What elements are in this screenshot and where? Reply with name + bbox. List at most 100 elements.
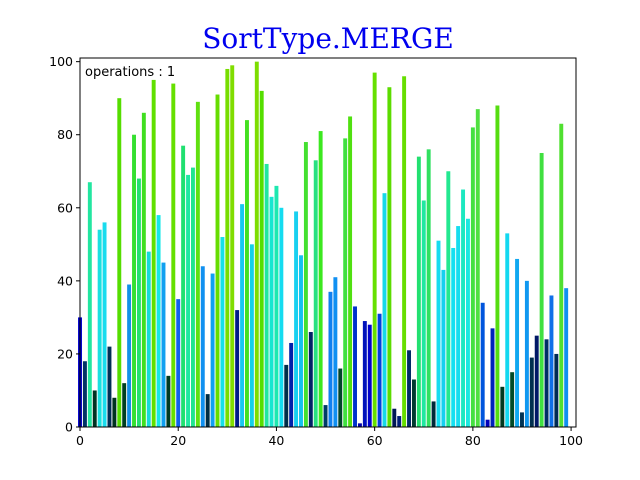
bar-93	[534, 335, 539, 427]
bar-29	[220, 237, 225, 427]
x-axis: 0 20 40 60 80 100	[76, 427, 583, 448]
y-tick-label: 60	[57, 200, 73, 215]
bar-64	[392, 408, 397, 427]
bar-49	[318, 131, 323, 427]
bar-13	[141, 112, 146, 428]
bar-33	[240, 204, 245, 427]
bar-32	[235, 310, 240, 427]
bar-77	[456, 226, 461, 427]
bar-58	[362, 321, 367, 427]
bar-96	[549, 295, 554, 427]
bar-82	[480, 302, 485, 427]
bar-97	[554, 353, 559, 427]
bar-6	[107, 346, 112, 427]
x-tick-label: 80	[465, 433, 481, 448]
bar-84	[490, 328, 495, 427]
bar-89	[515, 258, 520, 427]
x-tick-label: 60	[367, 433, 383, 448]
bar-85	[495, 105, 500, 427]
bar-99	[564, 288, 569, 427]
y-tick-label: 20	[57, 346, 73, 361]
bar-92	[529, 357, 534, 427]
bar-20	[176, 299, 181, 427]
bar-76	[451, 247, 456, 427]
bar-19	[171, 83, 176, 427]
bar-91	[524, 280, 529, 427]
bar-23	[190, 167, 195, 427]
bar-75	[446, 171, 451, 427]
bar-31	[230, 65, 235, 427]
bar-4	[97, 229, 102, 427]
x-tick-label: 0	[76, 433, 84, 448]
bar-94	[539, 152, 544, 428]
bar-48	[313, 160, 318, 428]
bar-36	[254, 61, 259, 428]
bar-43	[289, 342, 294, 427]
bar-59	[367, 324, 372, 427]
bar-63	[387, 87, 392, 427]
bar-95	[544, 339, 549, 427]
bar-44	[294, 211, 299, 427]
bar-47	[308, 332, 313, 427]
bar-87	[505, 233, 510, 427]
bar-14	[146, 251, 151, 427]
bar-2	[87, 182, 92, 427]
bar-69	[416, 156, 421, 427]
bar-8	[117, 98, 122, 427]
bar-90	[520, 412, 524, 427]
bar-40	[274, 185, 279, 427]
bar-60	[372, 72, 377, 428]
bar-28	[215, 94, 220, 427]
bar-17	[161, 262, 166, 427]
bar-62	[382, 193, 387, 427]
y-tick-label: 40	[57, 273, 73, 288]
bar-54	[343, 138, 348, 427]
bar-56	[353, 306, 357, 427]
bar-67	[407, 350, 411, 427]
bar-11	[132, 134, 136, 427]
bar-46	[303, 142, 308, 427]
bar-86	[500, 386, 505, 427]
bar-38	[264, 163, 269, 427]
bar-9	[122, 383, 127, 427]
bar-27	[210, 273, 215, 427]
bar-37	[259, 90, 264, 427]
bar-98	[559, 123, 564, 427]
bar-5	[102, 222, 107, 427]
y-tick-label: 80	[57, 127, 73, 142]
bar-3	[92, 390, 97, 427]
bar-80	[470, 127, 475, 428]
bar-35	[249, 244, 254, 427]
bar-21	[181, 145, 186, 427]
bar-52	[333, 277, 338, 427]
bar-15	[151, 79, 156, 428]
bar-65	[397, 416, 402, 427]
bar-24	[195, 101, 200, 427]
x-tick-label: 100	[559, 433, 583, 448]
bar-41	[279, 207, 284, 427]
bar-71	[426, 149, 431, 427]
bars-group	[78, 61, 569, 428]
bar-70	[421, 200, 426, 427]
operations-annotation: operations : 1	[85, 65, 175, 80]
bar-25	[200, 266, 205, 427]
bar-61	[377, 313, 382, 427]
axes-frame	[79, 57, 577, 428]
bar-30	[225, 68, 230, 428]
bar-22	[186, 174, 191, 427]
x-tick-label: 40	[268, 433, 284, 448]
bar-83	[485, 419, 490, 427]
y-axis: 0 20 40 60 80 100	[49, 54, 80, 435]
bar-7	[112, 397, 117, 427]
bar-55	[348, 116, 353, 428]
bar-26	[205, 394, 210, 427]
bar-78	[461, 189, 466, 427]
x-tick-label: 20	[170, 433, 186, 448]
bar-42	[284, 364, 289, 427]
bar-10	[127, 284, 132, 427]
bar-74	[441, 269, 446, 427]
bar-50	[323, 405, 328, 427]
y-tick-label: 0	[65, 420, 73, 435]
bar-88	[510, 372, 515, 427]
